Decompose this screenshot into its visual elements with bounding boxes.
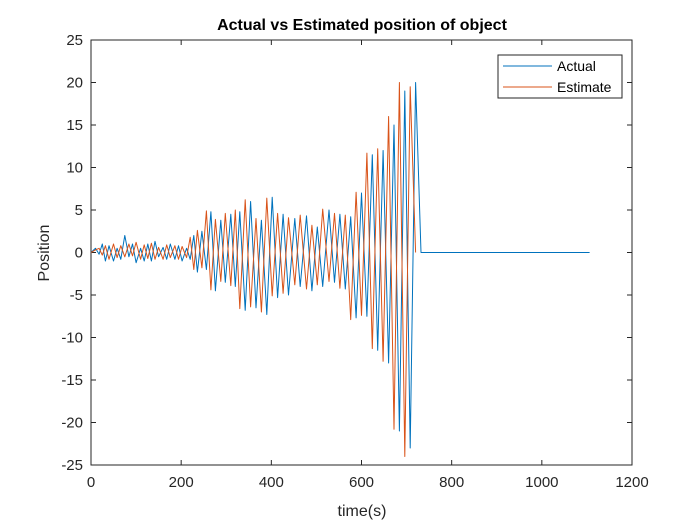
y-tick-label: -15 <box>61 372 83 389</box>
y-tick-label: 15 <box>66 117 83 134</box>
y-tick-label: -20 <box>61 415 83 432</box>
plot-area: 0 200 400 600 800 1000 1200 -25 -20 -15 -10 -5 0 5 10 1… <box>61 32 648 491</box>
x-axis-label: time(s) <box>338 503 387 520</box>
legend-box <box>497 54 623 99</box>
x-tick-label: 800 <box>439 474 464 491</box>
y-tick-label: 5 <box>75 202 83 219</box>
y-axis-label: Position <box>36 225 53 282</box>
ticks-group: 0 200 400 600 800 1000 1200 -25 -20 -15 -10 -5 0 5 10 1… <box>61 32 648 491</box>
y-tick-label: -10 <box>61 330 83 347</box>
series-line-estimate <box>90 82 417 457</box>
x-tick-label: 0 <box>87 474 95 491</box>
x-tick-label: 1200 <box>615 474 648 491</box>
y-tick-label: 10 <box>66 160 83 177</box>
y-tick-label: -5 <box>70 287 83 304</box>
y-tick-label: 0 <box>75 245 83 262</box>
y-tick-label: -25 <box>61 457 83 474</box>
series-line-actual <box>90 82 590 449</box>
chart-title: Actual vs Estimated position of object <box>217 17 507 34</box>
x-tick-label: 200 <box>169 474 194 491</box>
legend-label-estimate: Estimate <box>557 79 612 95</box>
y-tick-label: 25 <box>66 32 83 49</box>
series-layer <box>90 82 590 457</box>
x-tick-label: 1000 <box>525 474 558 491</box>
legend: Actual Estimate <box>497 54 623 99</box>
x-tick-label: 600 <box>349 474 374 491</box>
legend-label-actual: Actual <box>557 58 596 74</box>
y-tick-label: 20 <box>66 75 83 92</box>
x-tick-label: 400 <box>259 474 284 491</box>
